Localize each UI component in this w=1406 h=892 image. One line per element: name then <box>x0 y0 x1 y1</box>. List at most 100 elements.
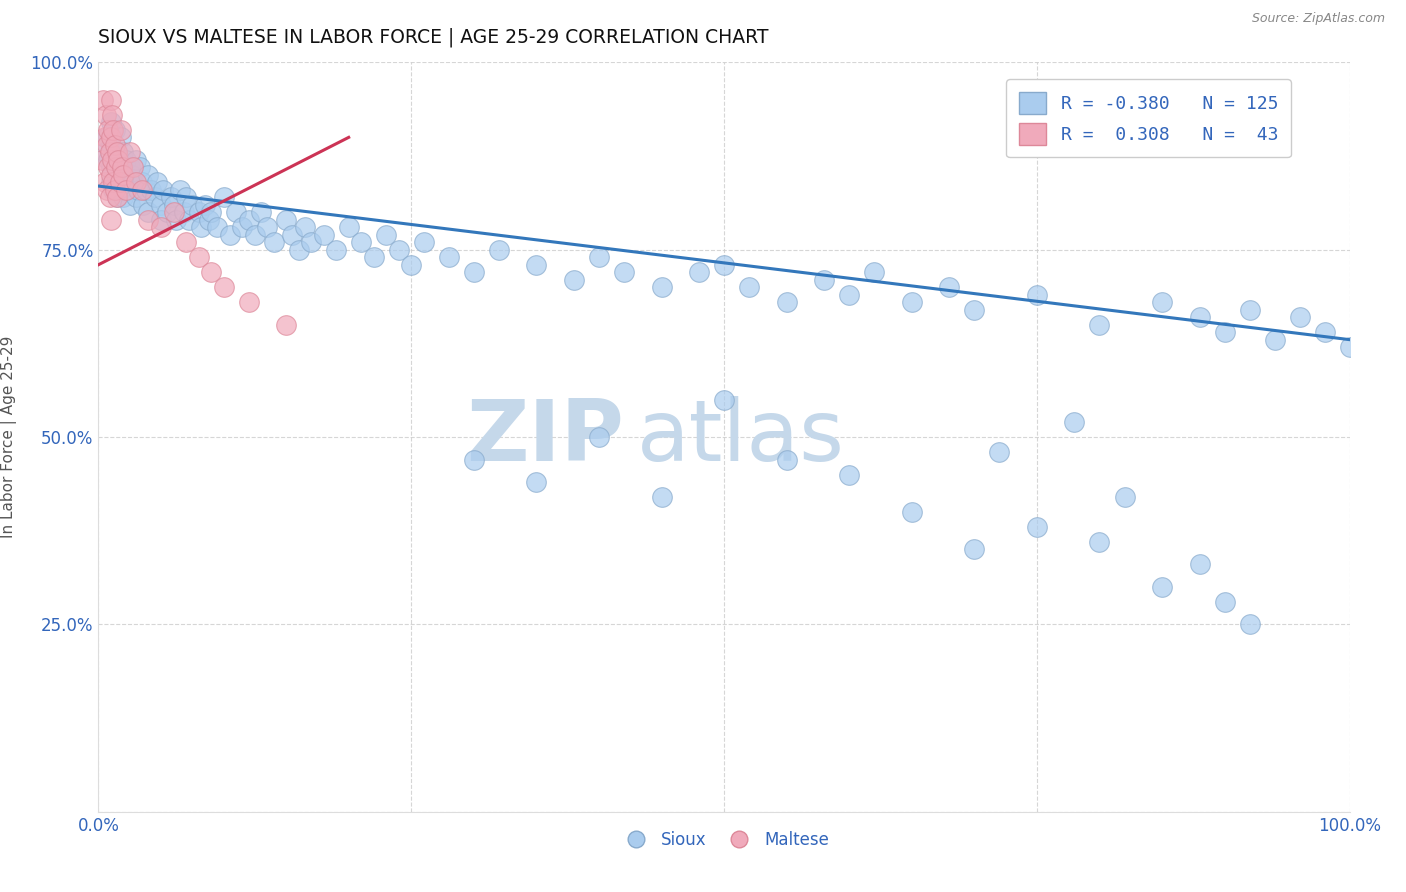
Point <box>1150 295 1173 310</box>
Point <box>287 243 309 257</box>
Point <box>100 168 122 182</box>
Point <box>174 235 197 250</box>
Point <box>218 227 240 242</box>
Point <box>107 153 129 167</box>
Point <box>93 93 115 107</box>
Point <box>100 115 122 129</box>
Point <box>115 183 138 197</box>
Point <box>100 130 122 145</box>
Point <box>281 227 304 242</box>
Point <box>363 250 385 264</box>
Point <box>101 153 124 167</box>
Point <box>1339 340 1361 354</box>
Point <box>93 175 115 189</box>
Point <box>274 212 298 227</box>
Point <box>838 287 860 301</box>
Point <box>131 183 153 197</box>
Point <box>243 227 266 242</box>
Point <box>115 183 138 197</box>
Point <box>111 161 134 175</box>
Point <box>107 153 129 167</box>
Point <box>101 108 124 122</box>
Point <box>146 175 169 189</box>
Point <box>165 212 187 227</box>
Point <box>135 183 157 197</box>
Point <box>150 198 173 212</box>
Point <box>110 130 132 145</box>
Point <box>988 445 1011 459</box>
Text: ZIP: ZIP <box>467 395 624 479</box>
Point <box>863 265 886 279</box>
Point <box>112 168 135 182</box>
Point <box>125 153 148 167</box>
Point <box>100 137 122 152</box>
Point <box>169 183 191 197</box>
Point <box>238 212 260 227</box>
Point <box>1313 325 1336 339</box>
Point <box>900 505 922 519</box>
Point <box>713 258 735 272</box>
Point <box>562 273 585 287</box>
Point <box>1213 325 1236 339</box>
Point <box>174 190 197 204</box>
Point <box>274 318 298 332</box>
Point <box>190 220 212 235</box>
Point <box>104 123 127 137</box>
Point <box>131 175 153 189</box>
Point <box>375 227 398 242</box>
Point <box>524 475 547 489</box>
Point <box>132 198 155 212</box>
Point <box>900 295 922 310</box>
Point <box>1026 520 1049 534</box>
Point <box>588 430 610 444</box>
Point <box>125 190 148 204</box>
Point <box>118 198 141 212</box>
Legend: Sioux, Maltese: Sioux, Maltese <box>612 824 837 855</box>
Point <box>93 145 115 160</box>
Point <box>1088 318 1111 332</box>
Point <box>108 175 131 189</box>
Point <box>350 235 373 250</box>
Point <box>100 175 122 189</box>
Point <box>207 220 229 235</box>
Point <box>650 490 672 504</box>
Point <box>294 220 316 235</box>
Point <box>93 130 115 145</box>
Point <box>162 198 184 212</box>
Point <box>225 205 247 219</box>
Point <box>1188 558 1211 572</box>
Point <box>104 168 127 182</box>
Point <box>160 190 183 204</box>
Point <box>401 258 423 272</box>
Point <box>112 168 135 182</box>
Point <box>105 190 128 204</box>
Point <box>299 235 322 250</box>
Point <box>118 161 141 175</box>
Point <box>187 205 209 219</box>
Point <box>127 183 149 197</box>
Point <box>104 183 127 197</box>
Point <box>97 123 120 137</box>
Point <box>187 250 209 264</box>
Point <box>104 161 127 175</box>
Point <box>1288 310 1310 325</box>
Point <box>156 205 179 219</box>
Point <box>312 227 335 242</box>
Point <box>1026 287 1049 301</box>
Point <box>150 212 173 227</box>
Point <box>650 280 672 294</box>
Text: Source: ZipAtlas.com: Source: ZipAtlas.com <box>1251 12 1385 25</box>
Point <box>125 175 148 189</box>
Point <box>813 273 835 287</box>
Point <box>463 452 485 467</box>
Point <box>713 392 735 407</box>
Point <box>138 168 160 182</box>
Point <box>97 153 120 167</box>
Point <box>963 542 986 557</box>
Point <box>100 93 122 107</box>
Point <box>150 220 173 235</box>
Point <box>1114 490 1136 504</box>
Point <box>1188 310 1211 325</box>
Point <box>250 205 273 219</box>
Point <box>138 205 160 219</box>
